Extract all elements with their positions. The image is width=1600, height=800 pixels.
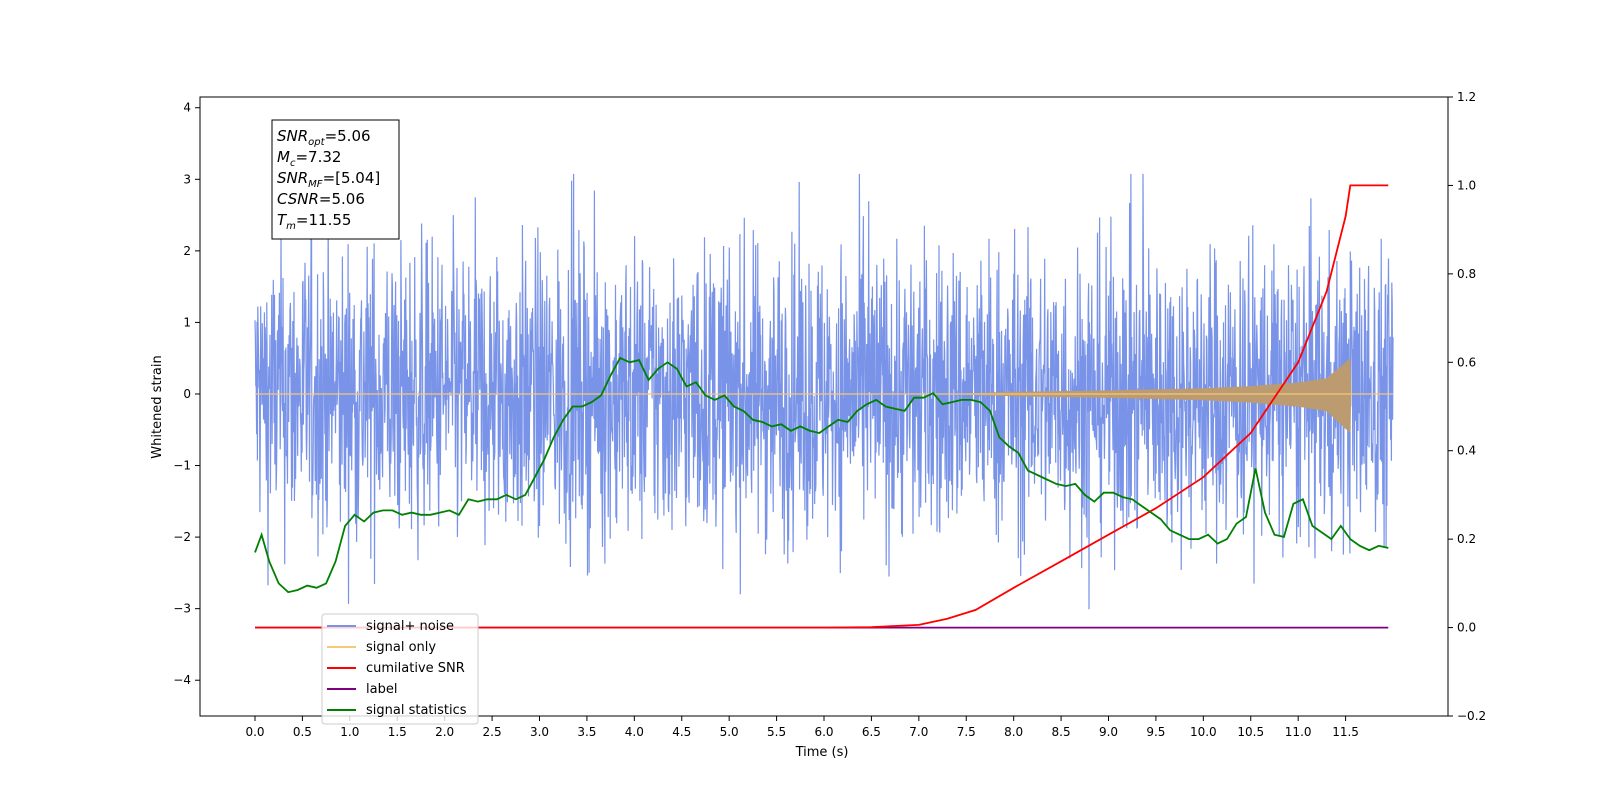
x-tick-label: 8.5 — [1052, 725, 1071, 739]
annotation-line: CSNR=5.06 — [277, 190, 365, 208]
x-tick-label: 5.5 — [767, 725, 786, 739]
x-tick-label: 0.5 — [293, 725, 312, 739]
x-tick-label: 0.0 — [245, 725, 264, 739]
legend-label: cumilative SNR — [366, 661, 465, 676]
x-tick-label: 8.0 — [1004, 725, 1023, 739]
series-signal-noise-line — [254, 173, 1394, 610]
x-tick-label: 2.5 — [483, 725, 502, 739]
annotation-line: SNRMF=[5.04] — [277, 169, 380, 190]
x-tick-label: 3.0 — [530, 725, 549, 739]
y-tick-label: −3 — [173, 602, 191, 616]
x-tick-label: 2.0 — [435, 725, 454, 739]
x-tick-label: 9.0 — [1099, 725, 1118, 739]
annotation-line: Mc=7.32 — [277, 148, 341, 169]
x-tick-label: 9.5 — [1146, 725, 1165, 739]
y-right-tick-label: 1.2 — [1457, 90, 1476, 104]
x-tick-label: 11.5 — [1332, 725, 1359, 739]
x-tick-label: 1.5 — [388, 725, 407, 739]
legend-label: signal statistics — [366, 703, 467, 718]
x-axis-label: Time (s) — [795, 745, 849, 760]
x-tick-label: 7.5 — [957, 725, 976, 739]
x-tick-label: 11.0 — [1285, 725, 1312, 739]
y-axis-right: 1.2 1.0 0.8 0.6 0.4 0.2 0.0 −0.2 — [1448, 90, 1486, 723]
legend: signal+ noise signal only cumilative SNR la… — [321, 613, 479, 725]
y-right-tick-label: 0.6 — [1457, 355, 1476, 369]
y-tick-label: −2 — [173, 530, 191, 544]
legend-label: signal+ noise — [366, 619, 454, 634]
y-tick-label: 4 — [183, 101, 191, 115]
y-right-tick-label: 0.4 — [1457, 444, 1476, 458]
series-signal-only-envelope — [255, 358, 1393, 434]
x-tick-label: 6.5 — [862, 725, 881, 739]
x-tick-label: 6.0 — [814, 725, 833, 739]
y-tick-label: 1 — [183, 315, 191, 329]
y-right-tick-label: 0.8 — [1457, 267, 1476, 281]
x-tick-label: 1.0 — [340, 725, 359, 739]
plot-area — [254, 173, 1394, 629]
series-cumulative-snr-line — [255, 184, 1389, 629]
x-tick-label: 7.0 — [909, 725, 928, 739]
annotation-line: Tm=11.55 — [277, 211, 351, 232]
y-right-tick-label: 0.2 — [1457, 532, 1476, 546]
y-right-tick-label: 0.0 — [1457, 621, 1476, 635]
annotation-line: SNRopt=5.06 — [277, 127, 371, 148]
y-tick-label: −4 — [173, 673, 191, 687]
x-tick-label: 4.5 — [672, 725, 691, 739]
x-axis: 0.0 0.5 1.0 1.5 2.0 2.5 3.0 3.5 4.0 4.5 5.0 5.5 6.0 6… — [245, 716, 1359, 739]
y-tick-label: 3 — [183, 172, 191, 186]
y-right-tick-label: 1.0 — [1457, 178, 1476, 192]
series-signal-statistics-line — [254, 356, 1389, 594]
x-tick-label: 3.5 — [577, 725, 596, 739]
y-axis-left: 4 3 2 1 0 −1 −2 −3 −4 — [173, 101, 200, 687]
legend-label: signal only — [366, 640, 436, 655]
x-tick-label: 5.0 — [720, 725, 739, 739]
y-right-tick-label: −0.2 — [1457, 709, 1486, 723]
y-axis-label: Whitened strain — [150, 355, 165, 458]
legend-label: label — [366, 682, 397, 697]
x-tick-label: 10.5 — [1237, 725, 1264, 739]
y-tick-label: 0 — [183, 387, 191, 401]
x-tick-label: 10.0 — [1190, 725, 1217, 739]
x-tick-label: 4.0 — [625, 725, 644, 739]
y-tick-label: 2 — [183, 244, 191, 258]
y-tick-label: −1 — [173, 459, 191, 473]
